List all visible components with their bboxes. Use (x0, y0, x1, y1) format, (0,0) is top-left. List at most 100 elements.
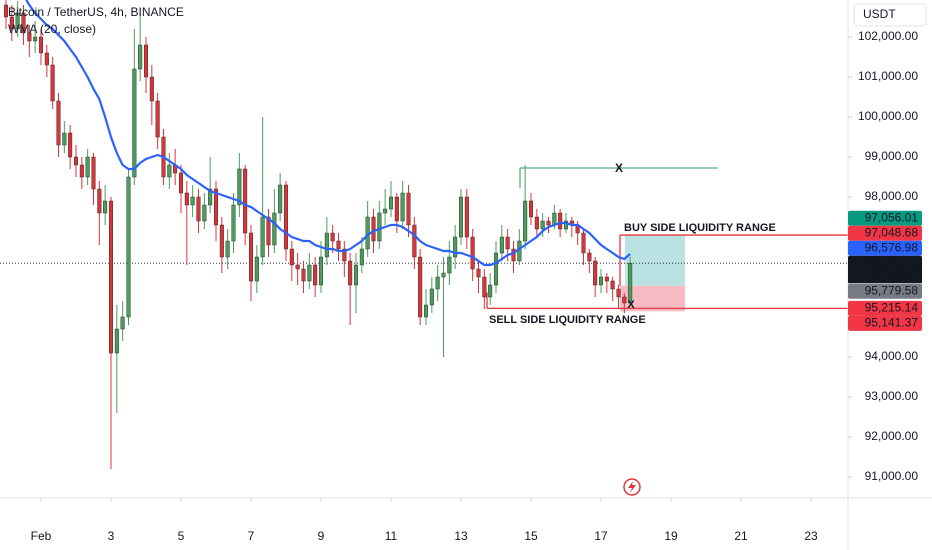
annotation-mark: X (615, 161, 623, 175)
y-tick-label: 98,000.00 (865, 189, 919, 203)
candle-body (423, 304, 429, 318)
candle-body (604, 276, 609, 282)
candle-body (429, 288, 434, 306)
candle-body (435, 276, 440, 290)
candle-body (528, 200, 534, 218)
candle-body (9, 16, 14, 30)
candle-body (231, 204, 236, 242)
candle-body (143, 44, 149, 78)
candle-body (324, 232, 329, 258)
candle-body (3, 4, 8, 18)
x-tick-label: 9 (318, 529, 325, 543)
candle-body (202, 204, 207, 222)
candle-body (488, 284, 493, 298)
candle-body (91, 156, 96, 190)
buy-zone (625, 234, 685, 286)
candle-body (108, 200, 113, 354)
candle-body (155, 100, 160, 138)
candle-body (44, 52, 49, 66)
candle-body (400, 192, 405, 222)
price-label-box (848, 315, 922, 331)
candle-body (62, 132, 67, 146)
candle-body (97, 188, 102, 214)
x-tick-label: 21 (734, 529, 748, 543)
candle-body (283, 184, 289, 250)
candle-body (68, 132, 73, 158)
legend-entry: WMA (20, close) (8, 22, 96, 36)
price-label-box (848, 210, 922, 226)
price-label-box (848, 240, 922, 256)
x-tick-label: 19 (664, 529, 678, 543)
candle-body (85, 156, 90, 178)
candle-body (470, 236, 475, 270)
candle-body (546, 220, 551, 226)
candle-body (458, 196, 464, 238)
candle-body (330, 232, 335, 242)
candle-body (15, 12, 20, 30)
candle-body (464, 196, 469, 238)
candle-body (388, 196, 394, 210)
candle-body (27, 32, 32, 42)
candle-body (21, 12, 26, 34)
candle-body (138, 44, 143, 70)
x-tick-label: 5 (178, 529, 185, 543)
countdown-box (848, 269, 922, 284)
candle-body (178, 172, 184, 194)
y-tick-label: 94,000.00 (865, 349, 919, 363)
candle-body (237, 168, 242, 206)
candle-body (628, 263, 633, 304)
candle-body (371, 216, 376, 242)
plot-area (0, 0, 848, 469)
candle-body (248, 232, 254, 282)
price-label: 96,345.23 (865, 255, 919, 269)
candle-body (493, 252, 499, 286)
candle-body (482, 276, 487, 298)
candle-body (132, 68, 137, 178)
candle-body (196, 196, 201, 222)
replay-icon[interactable] (623, 478, 641, 496)
x-tick-label: 23 (804, 529, 818, 543)
y-tick-label: 100,000.00 (858, 109, 918, 123)
candle-body (73, 156, 78, 166)
price-label: 97,056.01 (865, 210, 919, 224)
price-label: 95,141.37 (865, 316, 919, 330)
candle-body (511, 248, 516, 262)
candle-body (558, 212, 563, 230)
candle-body (406, 192, 411, 226)
price-label-box (848, 255, 922, 271)
candle-body (318, 256, 324, 286)
candle-body (149, 76, 154, 102)
candle-body (377, 212, 382, 242)
candle-body (190, 196, 195, 206)
y-tick-label: 99,000.00 (865, 149, 919, 163)
x-tick-label: 7 (248, 529, 255, 543)
candle-body (610, 280, 615, 290)
annotation-mark: X (627, 299, 635, 311)
countdown: 02:02:07 (871, 268, 918, 282)
candle-body (622, 296, 627, 304)
candle-body (219, 224, 224, 258)
y-tick-label: 101,000.00 (858, 69, 918, 83)
candle-body (394, 196, 399, 222)
x-tick-label: 15 (524, 529, 538, 543)
candle-body (254, 256, 259, 282)
candle-body (353, 264, 359, 286)
candle-body (336, 240, 341, 250)
price-label: 97,048.68 (865, 225, 919, 239)
candle-body (593, 260, 598, 286)
candle-body (260, 216, 265, 258)
candle-body (359, 248, 364, 266)
candle-body (301, 268, 306, 282)
candle-body (56, 100, 61, 146)
candle-body (313, 264, 318, 286)
currency-box[interactable] (853, 3, 927, 27)
price-label-box (848, 283, 922, 299)
candle-body (383, 208, 388, 214)
price-label: 96,576.98 (865, 240, 919, 254)
annotation-label: BUY SIDE LIQUIDITY RANGE (624, 222, 776, 234)
candle-body (587, 252, 592, 262)
x-tick-label: 11 (385, 529, 398, 543)
candle-body (33, 36, 38, 42)
y-tick-label: 91,000.00 (865, 469, 919, 483)
